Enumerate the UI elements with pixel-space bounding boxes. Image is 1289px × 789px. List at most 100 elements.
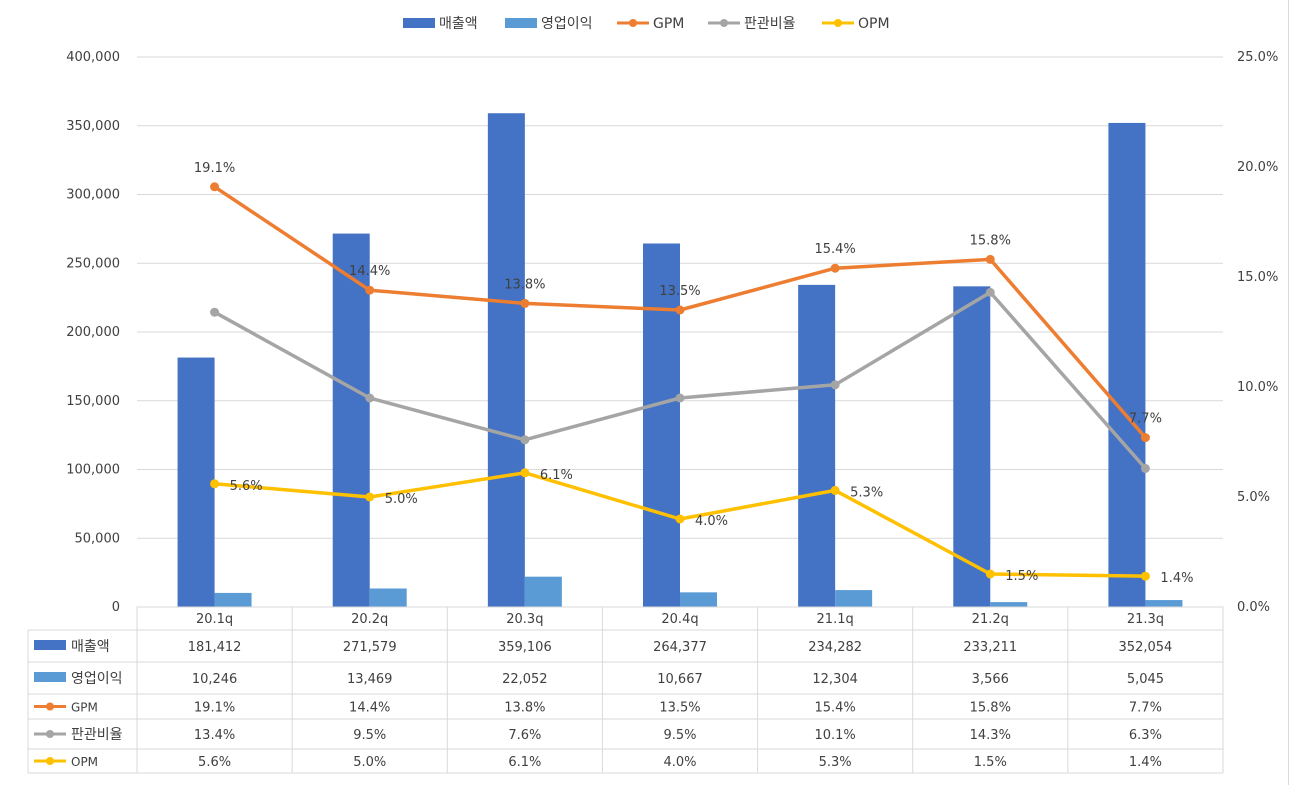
table-cell: 7.6%: [508, 728, 541, 743]
data-label-OPM: 1.5%: [1005, 569, 1038, 584]
bar-영업이익: [680, 592, 717, 607]
point-OPM: [830, 485, 840, 495]
table-cell: 19.1%: [194, 701, 235, 716]
legend-label: 영업이익: [541, 16, 593, 32]
bar-영업이익: [524, 576, 562, 607]
table-cell: 9.5%: [663, 728, 696, 743]
data-label-OPM: 5.0%: [385, 492, 418, 507]
legend-label: GPM: [653, 16, 684, 32]
table-cell: 6.1%: [508, 755, 541, 770]
data-label-GPM: 15.8%: [970, 233, 1011, 248]
table-legend-key: [46, 702, 54, 711]
table-row-label: 영업이익: [71, 671, 123, 687]
table-header-cell: 20.3q: [506, 612, 543, 627]
bar-영업이익: [214, 592, 252, 607]
table-cell: 5,045: [1127, 672, 1164, 687]
point-GPM: [675, 305, 685, 315]
right-axis-tick-label: 20.0%: [1237, 160, 1278, 175]
data-label-GPM: 13.5%: [659, 284, 700, 299]
table-cell: 234,282: [808, 640, 862, 655]
point-OPM: [520, 468, 530, 478]
right-axis-tick-label: 15.0%: [1237, 270, 1278, 285]
table-cell: 13.4%: [194, 728, 235, 743]
table-cell: 14.4%: [349, 701, 390, 716]
point-판관비율: [985, 287, 995, 297]
right-axis-tick-label: 0.0%: [1237, 600, 1270, 615]
table-cell: 13.8%: [504, 701, 545, 716]
point-OPM: [1140, 571, 1150, 581]
table-cell: 10,667: [657, 672, 703, 687]
right-axis-tick-label: 10.0%: [1237, 380, 1278, 395]
table-row-label: OPM: [71, 755, 98, 769]
legend-label: OPM: [858, 16, 890, 32]
left-axis-tick-label: 0: [112, 600, 120, 615]
right-axis-tick-label: 5.0%: [1237, 490, 1270, 505]
left-axis-tick-label: 150,000: [66, 394, 120, 409]
data-label-OPM: 5.6%: [230, 479, 263, 494]
left-axis-tick-label: 50,000: [75, 531, 121, 546]
bar-영업이익: [1145, 600, 1183, 607]
table-row-label: GPM: [71, 701, 98, 715]
bar-영업이익: [369, 588, 407, 607]
data-label-GPM: 14.4%: [349, 264, 390, 279]
table-cell: 233,211: [963, 640, 1017, 655]
table-cell: 1.5%: [974, 755, 1007, 770]
point-OPM: [365, 492, 375, 502]
data-label-OPM: 5.3%: [850, 485, 883, 500]
data-label-OPM: 4.0%: [695, 514, 728, 529]
legend-label: 매출액: [439, 16, 478, 32]
table-cell: 264,377: [653, 640, 707, 655]
table-cell: 7.7%: [1129, 701, 1162, 716]
table-cell: 5.0%: [353, 755, 386, 770]
table-cell: 13.5%: [659, 701, 700, 716]
left-axis-tick-label: 100,000: [66, 463, 120, 478]
legend-swatch: [834, 19, 842, 27]
bar-영업이익: [990, 602, 1028, 607]
legend-label: 판관비율: [744, 16, 796, 32]
point-OPM: [210, 479, 220, 489]
left-axis-tick-label: 250,000: [66, 256, 120, 271]
table-cell: 352,054: [1119, 640, 1173, 655]
table-legend-key: [34, 640, 66, 650]
point-OPM: [985, 569, 995, 579]
right-axis-tick-label: 25.0%: [1237, 50, 1278, 65]
table-cell: 3,566: [972, 672, 1009, 687]
table-cell: 359,106: [498, 640, 552, 655]
table-row-label: 매출액: [71, 639, 110, 655]
legend-swatch: [720, 19, 728, 27]
left-axis-tick-label: 200,000: [66, 325, 120, 340]
data-label-GPM: 7.7%: [1129, 412, 1162, 427]
table-cell: 6.3%: [1129, 728, 1162, 743]
table-legend-key: [46, 757, 54, 765]
table-cell: 15.4%: [814, 701, 855, 716]
table-cell: 9.5%: [353, 728, 386, 743]
table-cell: 10.1%: [814, 728, 855, 743]
legend-swatch: [505, 18, 537, 28]
bar-매출액: [177, 357, 215, 607]
data-label-OPM: 1.4%: [1160, 571, 1193, 586]
table-cell: 10,246: [192, 672, 238, 687]
table-cell: 1.4%: [1129, 755, 1162, 770]
table-row-label: 판관비율: [71, 727, 123, 743]
table-cell: 13,469: [347, 672, 393, 687]
table-cell: 271,579: [343, 640, 397, 655]
data-label-GPM: 13.8%: [504, 277, 545, 292]
point-판관비율: [1140, 463, 1150, 473]
point-판관비율: [520, 435, 530, 445]
legend-swatch: [403, 18, 435, 28]
table-cell: 22,052: [502, 672, 548, 687]
table-header-cell: 20.2q: [351, 612, 388, 627]
bar-매출액: [487, 113, 525, 607]
data-label-GPM: 19.1%: [194, 161, 235, 176]
left-axis-tick-label: 300,000: [66, 188, 120, 203]
point-판관비율: [365, 393, 375, 403]
point-GPM: [365, 285, 375, 295]
point-GPM: [985, 254, 995, 264]
table-cell: 4.0%: [663, 755, 696, 770]
point-판관비율: [675, 393, 685, 403]
point-판관비율: [830, 380, 840, 390]
point-GPM: [1140, 433, 1150, 443]
table-cell: 5.6%: [198, 755, 231, 770]
point-판관비율: [210, 307, 220, 317]
